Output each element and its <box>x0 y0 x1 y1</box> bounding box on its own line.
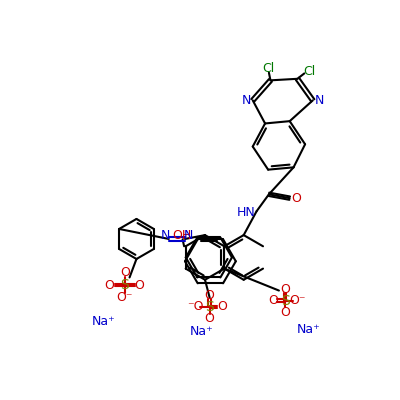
Text: Cl: Cl <box>262 62 274 74</box>
Text: N: N <box>242 94 251 107</box>
Text: S: S <box>205 300 214 314</box>
Text: Na⁺: Na⁺ <box>190 325 214 338</box>
Text: O: O <box>268 294 278 307</box>
Text: O⁻: O⁻ <box>117 291 133 304</box>
Text: Cl: Cl <box>304 64 316 78</box>
Text: S: S <box>120 278 129 292</box>
Text: O: O <box>205 312 214 325</box>
Text: O: O <box>280 306 290 319</box>
Text: Na⁺: Na⁺ <box>297 322 321 336</box>
Text: O: O <box>120 266 130 279</box>
Text: S: S <box>281 294 290 308</box>
Text: O: O <box>205 289 214 302</box>
Text: ⁻O: ⁻O <box>188 300 204 313</box>
Text: OH: OH <box>172 229 192 242</box>
Text: N: N <box>161 229 170 242</box>
Text: O: O <box>280 282 290 296</box>
Text: HN: HN <box>236 206 255 219</box>
Text: Na⁺: Na⁺ <box>92 315 115 328</box>
Text: O⁻: O⁻ <box>289 294 306 307</box>
Text: N: N <box>314 94 324 107</box>
Text: O: O <box>134 279 144 292</box>
Text: O: O <box>291 192 301 205</box>
Text: N: N <box>183 229 193 242</box>
Text: O: O <box>217 300 227 313</box>
Text: O: O <box>104 279 114 292</box>
